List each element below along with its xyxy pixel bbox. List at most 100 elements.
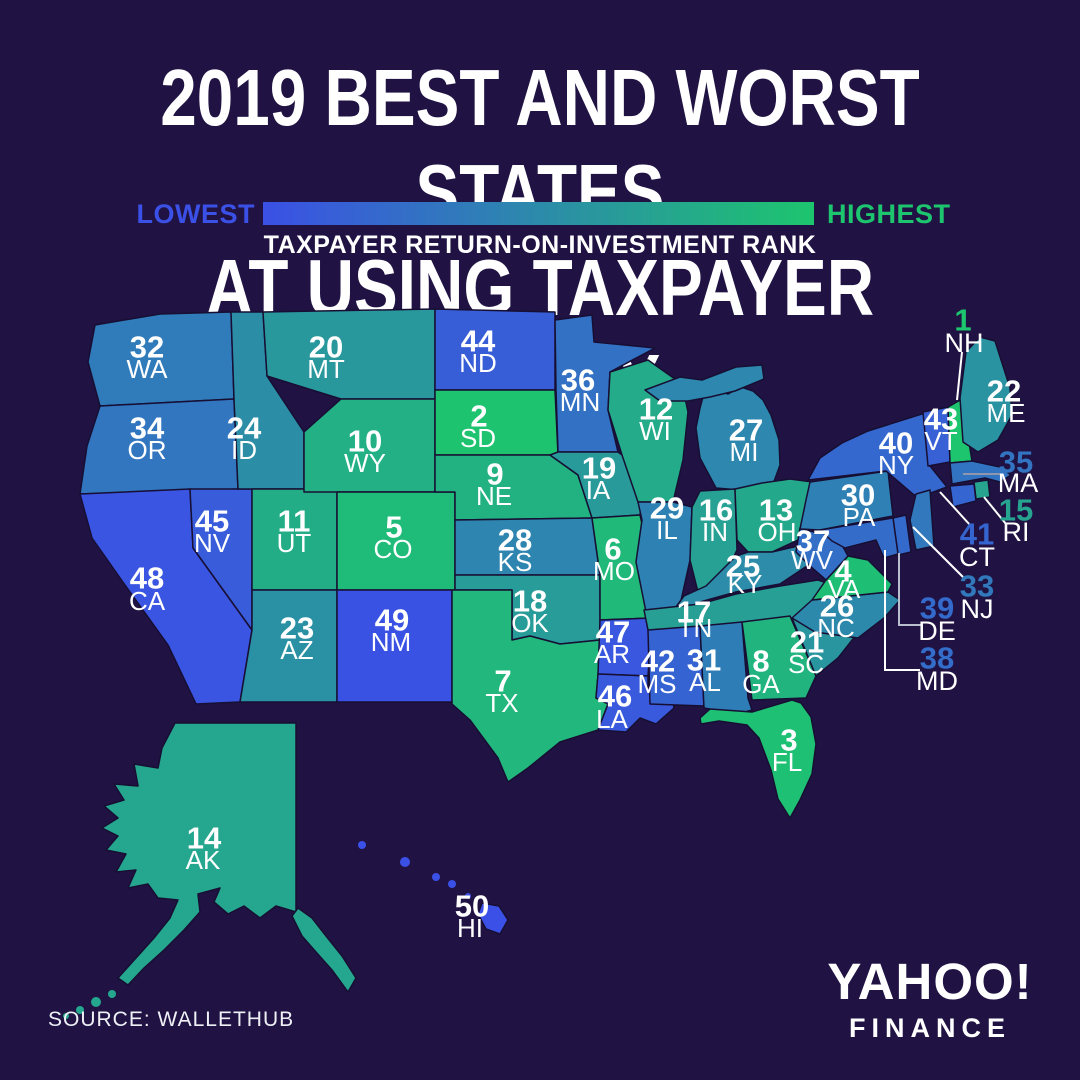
state-rank-ak: 14 [187,821,222,856]
state-abbr-de: DE [918,616,956,646]
state-ak-island [63,1013,69,1019]
state-abbr-ny: NY [878,450,914,480]
state-rank-ct: 41 [960,517,994,552]
state-rank-co: 5 [385,510,402,545]
state-abbr-vt: VT [924,426,957,456]
state-rank-ks: 28 [498,523,532,558]
source-credit: SOURCE: WALLETHUB [48,1008,294,1032]
yahoo-finance-logo: YAHOO! FINANCE [805,952,1055,1044]
state-abbr-ga: GA [742,669,780,699]
state-abbr-nh: NH [945,328,984,358]
state-abbr-ne: NE [476,481,512,511]
state-rank-ms: 42 [641,644,675,679]
state-rank-il: 29 [650,491,684,526]
state-abbr-sd: SD [460,423,496,453]
state-abbr-ia: IA [586,475,611,505]
state-rank-ma: 35 [999,445,1033,480]
callout-line-ct [939,491,971,526]
state-abbr-tx: TX [485,688,518,718]
state-abbr-nm: NM [371,627,411,657]
state-rank-wy: 10 [348,424,382,459]
state-abbr-me: ME [987,398,1026,428]
legend-highest-label: HIGHEST [827,199,951,229]
state-rank-nm: 49 [375,603,409,638]
state-rank-tn: 17 [677,595,711,630]
state-rank-md: 38 [920,641,954,676]
callout-line-de [898,553,921,626]
state-rank-wa: 32 [130,330,164,365]
state-abbr-ar: AR [594,639,630,669]
state-abbr-nv: NV [194,528,231,558]
state-ak-part [291,907,357,993]
yahoo-wordmark: YAHOO! [827,953,1033,1010]
state-abbr-sc: SC [788,649,824,679]
state-rank-nd: 44 [461,324,496,359]
state-hi-island [400,857,410,867]
state-abbr-la: LA [596,704,628,734]
state-abbr-wi: WI [639,416,671,446]
state-rank-ne: 9 [486,457,503,492]
state-abbr-wa: WA [127,354,169,384]
state-fl [699,699,817,819]
state-abbr-va: VA [828,574,861,604]
state-abbr-mo: MO [593,556,635,586]
state-abbr-nd: ND [459,348,497,378]
state-abbr-az: AZ [280,635,313,665]
state-rank-la: 46 [598,679,632,714]
state-ak [101,722,297,986]
state-rank-fl: 3 [780,723,797,758]
state-abbr-pa: PA [843,502,876,532]
state-rank-hi: 50 [455,889,489,924]
state-rank-tx: 7 [494,664,511,699]
state-abbr-ri: RI [1003,517,1030,547]
state-abbr-oh: OH [758,517,797,547]
legend-gradient-bar [263,202,814,225]
state-abbr-wv: WV [791,545,834,575]
state-rank-nv: 45 [195,504,229,539]
state-abbr-hi: HI [457,913,483,943]
state-hi-island [432,873,440,881]
state-abbr-mt: MT [307,354,345,384]
state-rank-al: 31 [687,643,721,678]
state-abbr-id: ID [231,435,257,465]
state-rank-ia: 19 [582,451,616,486]
state-abbr-md: MD [916,666,958,696]
state-abbr-ut: UT [277,528,312,558]
state-rank-mi: 27 [729,413,763,448]
state-abbr-ct: CT [959,542,995,572]
state-abbr-ma: MA [998,468,1039,498]
state-rank-ar: 47 [596,615,630,650]
state-ak-island [91,997,101,1007]
callout-line-nj [912,526,964,578]
state-abbr-nc: NC [817,613,855,643]
state-rank-va: 4 [834,554,852,589]
state-ak-island [108,990,116,998]
state-abbr-ca: CA [129,586,166,616]
callout-line-nh [956,351,963,401]
state-rank-ga: 8 [752,644,769,679]
state-rank-vt: 43 [924,402,958,437]
state-abbr-ks: KS [498,547,533,577]
state-rank-ny: 40 [879,426,913,461]
state-rank-oh: 13 [759,493,793,528]
title-line1: 2019 BEST AND WORST STATES [160,53,920,237]
source-label: SOURCE: [48,1008,151,1031]
callout-line-md [884,550,920,671]
state-rank-pa: 30 [841,478,875,513]
source-value: WALLETHUB [157,1008,295,1031]
state-abbr-tn: TN [678,613,713,643]
state-abbr-fl: FL [772,747,802,777]
state-rank-in: 16 [699,493,733,528]
state-rank-wv: 37 [796,524,830,559]
state-abbr-mn: MN [560,387,600,417]
state-abbr-al: AL [689,667,721,697]
state-rank-ut: 11 [278,504,311,539]
state-rank-mt: 20 [309,330,343,365]
state-nj [909,489,935,551]
callout-line-ri [983,496,1007,525]
state-ri [973,479,991,500]
state-hi-island [448,880,456,888]
finance-wordmark: FINANCE [849,1013,1011,1043]
